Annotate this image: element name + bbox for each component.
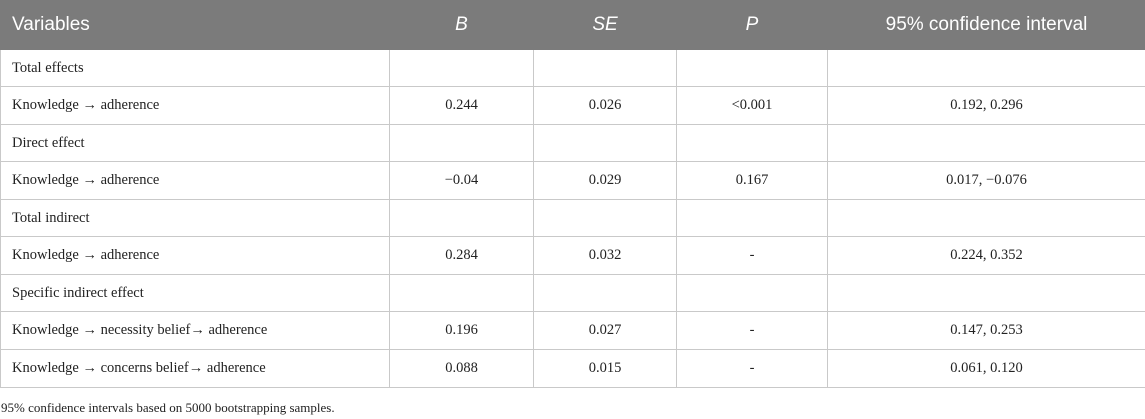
ci-cell: 0.017, −0.076 (827, 161, 1145, 200)
p-cell: - (676, 349, 828, 388)
variable-cell: Knowledge → adherence (0, 236, 390, 275)
header-b: B (389, 0, 534, 50)
empty-cell (827, 124, 1145, 162)
empty-cell (389, 199, 534, 237)
se-cell: 0.029 (533, 161, 677, 200)
b-cell: 0.088 (389, 349, 534, 388)
table-footnote: 95% confidence intervals based on 5000 b… (1, 400, 335, 415)
table-header: Variables B SE P 95% confidence interval (0, 0, 1145, 50)
variable-cell: Knowledge → adherence (0, 86, 390, 125)
empty-cell (676, 124, 828, 162)
empty-cell (533, 124, 677, 162)
empty-cell (533, 49, 677, 87)
ci-cell: 0.061, 0.120 (827, 349, 1145, 388)
table-body: Total effects Knowledge → adherence 0.24… (0, 49, 1145, 388)
variable-cell: Knowledge → concerns belief→ adherence (0, 349, 390, 388)
ci-cell: 0.147, 0.253 (827, 311, 1145, 350)
table-row: Knowledge → adherence −0.04 0.029 0.167 … (0, 161, 1145, 200)
header-p: P (676, 0, 828, 50)
se-cell: 0.015 (533, 349, 677, 388)
se-cell: 0.027 (533, 311, 677, 350)
section-label: Specific indirect effect (0, 274, 390, 312)
empty-cell (389, 49, 534, 87)
p-cell: - (676, 311, 828, 350)
empty-cell (533, 199, 677, 237)
b-cell: −0.04 (389, 161, 534, 200)
section-row: Total effects (0, 49, 1145, 87)
p-cell: - (676, 236, 828, 275)
se-cell: 0.032 (533, 236, 677, 275)
header-variables: Variables (0, 0, 390, 50)
empty-cell (389, 274, 534, 312)
section-row: Total indirect (0, 199, 1145, 237)
header-se: SE (533, 0, 677, 50)
ci-cell: 0.192, 0.296 (827, 86, 1145, 125)
b-cell: 0.244 (389, 86, 534, 125)
empty-cell (676, 274, 828, 312)
table-row: Knowledge → adherence 0.244 0.026 <0.001… (0, 86, 1145, 125)
variable-cell: Knowledge → adherence (0, 161, 390, 200)
header-confidence-interval: 95% confidence interval (827, 0, 1145, 50)
section-row: Direct effect (0, 124, 1145, 162)
empty-cell (389, 124, 534, 162)
p-cell: <0.001 (676, 86, 828, 125)
section-label: Total indirect (0, 199, 390, 237)
header-row: Variables B SE P 95% confidence interval (0, 0, 1145, 50)
ci-cell: 0.224, 0.352 (827, 236, 1145, 275)
empty-cell (676, 199, 828, 237)
section-label: Direct effect (0, 124, 390, 162)
results-table: Variables B SE P 95% confidence interval… (0, 0, 1145, 388)
empty-cell (533, 274, 677, 312)
empty-cell (827, 49, 1145, 87)
b-cell: 0.196 (389, 311, 534, 350)
empty-cell (827, 199, 1145, 237)
table-row: Knowledge → concerns belief→ adherence 0… (0, 349, 1145, 388)
variable-cell: Knowledge → necessity belief→ adherence (0, 311, 390, 350)
section-row: Specific indirect effect (0, 274, 1145, 312)
p-cell: 0.167 (676, 161, 828, 200)
se-cell: 0.026 (533, 86, 677, 125)
b-cell: 0.284 (389, 236, 534, 275)
section-label: Total effects (0, 49, 390, 87)
empty-cell (827, 274, 1145, 312)
table-row: Knowledge → adherence 0.284 0.032 - 0.22… (0, 236, 1145, 275)
empty-cell (676, 49, 828, 87)
table-row: Knowledge → necessity belief→ adherence … (0, 311, 1145, 350)
